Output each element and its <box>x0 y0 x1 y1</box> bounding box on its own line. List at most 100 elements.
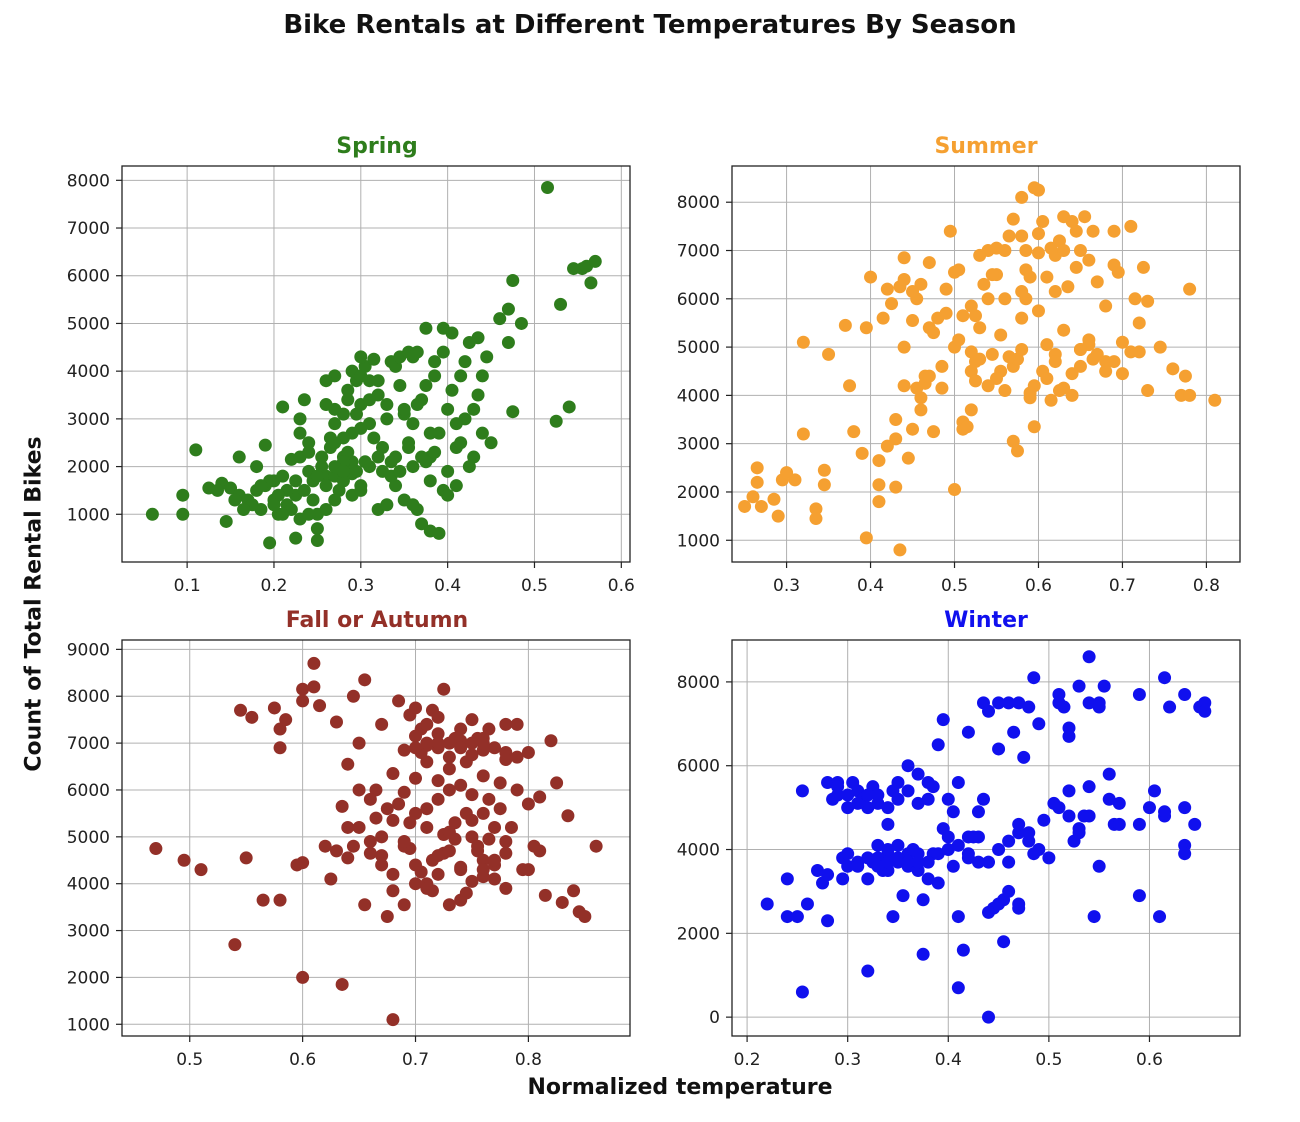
data-point <box>1032 843 1046 857</box>
x-tick-label: 0.1 <box>174 576 201 596</box>
data-point <box>881 843 895 857</box>
x-tick-label: 0.6 <box>608 576 635 596</box>
data-point <box>293 412 307 426</box>
y-tick-label: 4000 <box>67 875 110 895</box>
data-point <box>1027 420 1041 434</box>
data-point <box>431 867 445 881</box>
data-point <box>1132 817 1146 831</box>
data-point <box>1062 721 1076 735</box>
data-point <box>1087 910 1101 924</box>
data-point <box>228 493 242 507</box>
data-point <box>555 895 569 909</box>
data-point <box>790 910 804 924</box>
data-point <box>454 436 468 450</box>
data-point <box>419 321 433 335</box>
data-point <box>973 321 987 335</box>
data-point <box>267 498 281 512</box>
data-point <box>1086 224 1100 238</box>
data-point <box>921 872 935 886</box>
data-point <box>375 830 389 844</box>
data-point <box>1097 679 1111 693</box>
data-point <box>939 306 953 320</box>
data-point <box>431 792 445 806</box>
data-point <box>1208 393 1222 407</box>
data-point <box>358 455 372 469</box>
data-point <box>750 461 764 475</box>
data-point <box>363 846 377 860</box>
data-point <box>951 775 965 789</box>
data-point <box>420 881 434 895</box>
data-point <box>916 893 930 907</box>
data-point <box>1012 817 1026 831</box>
data-point <box>409 771 423 785</box>
data-point <box>431 727 445 741</box>
data-point <box>410 398 424 412</box>
data-point <box>961 847 975 861</box>
data-point <box>279 713 293 727</box>
data-point <box>998 384 1012 398</box>
data-point <box>442 844 456 858</box>
data-point <box>533 844 547 858</box>
subplot-title: Fall or Autumn <box>286 608 468 633</box>
data-point <box>442 762 456 776</box>
data-point <box>341 757 355 771</box>
data-point <box>471 388 485 402</box>
y-tick-label: 3000 <box>677 435 720 455</box>
data-point <box>431 736 445 750</box>
data-point <box>310 522 324 536</box>
y-tick-label: 1000 <box>67 505 110 525</box>
data-point <box>419 378 433 392</box>
data-point <box>423 474 437 488</box>
data-point <box>982 905 996 919</box>
data-point <box>780 910 794 924</box>
figure-title: Bike Rentals at Different Temperatures B… <box>283 10 1017 40</box>
data-point <box>493 802 507 816</box>
data-point <box>504 820 518 834</box>
data-point <box>1048 285 1062 299</box>
data-point <box>1002 696 1016 710</box>
data-point <box>369 811 383 825</box>
data-point <box>906 422 920 436</box>
data-point <box>738 499 752 513</box>
data-point <box>302 445 316 459</box>
data-point <box>876 311 890 325</box>
y-tick-label: 7000 <box>677 242 720 262</box>
data-point <box>363 835 377 849</box>
data-point <box>935 381 949 395</box>
data-point <box>901 759 915 773</box>
data-point <box>484 436 498 450</box>
data-point <box>1141 294 1155 308</box>
data-point <box>410 345 424 359</box>
data-point <box>943 224 957 238</box>
data-point <box>881 855 895 869</box>
data-point <box>329 844 343 858</box>
data-point <box>363 792 377 806</box>
data-point <box>228 938 242 952</box>
subplot-1: 0.3 0.4 0.5 0.6 0.7 0.8 1000 2000 3000 4000 5000 60… <box>677 134 1241 596</box>
data-point <box>307 656 321 670</box>
data-point <box>981 292 995 306</box>
data-point <box>454 893 468 907</box>
data-point <box>998 244 1012 258</box>
data-point <box>488 741 502 755</box>
data-point <box>315 450 329 464</box>
data-point <box>454 741 468 755</box>
data-point <box>1002 884 1016 898</box>
data-point <box>1158 805 1172 819</box>
data-point <box>901 784 915 798</box>
data-point <box>276 400 290 414</box>
data-point <box>1031 246 1045 260</box>
data-point <box>375 849 389 863</box>
x-tick-label: 0.5 <box>176 1050 203 1070</box>
data-point <box>1062 784 1076 798</box>
data-point <box>1124 345 1138 359</box>
data-point <box>488 853 502 867</box>
x-tick-label: 0.4 <box>857 576 884 596</box>
data-point <box>409 729 423 743</box>
data-point <box>1092 859 1106 873</box>
axes-frame <box>731 165 1241 563</box>
data-point <box>754 499 768 513</box>
data-point <box>796 427 810 441</box>
data-point <box>871 838 885 852</box>
